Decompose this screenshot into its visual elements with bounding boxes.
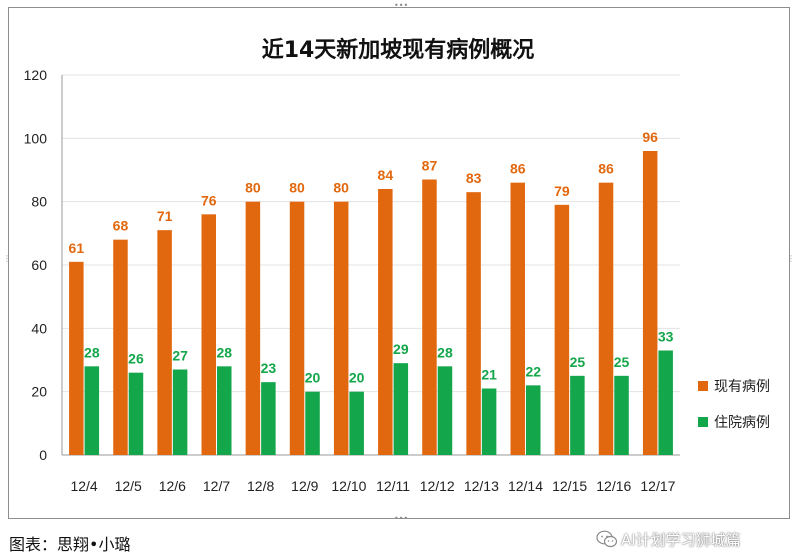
data-label: 79 <box>554 183 570 199</box>
data-label: 86 <box>510 161 526 177</box>
bar-current-cases <box>69 261 84 455</box>
x-tick-label: 12/13 <box>464 478 499 494</box>
y-tick-label: 80 <box>31 194 47 210</box>
x-tick-label: 12/4 <box>70 478 97 494</box>
bar-hospitalized <box>526 385 541 455</box>
bar-current-cases <box>333 201 349 455</box>
footer-credit: 图表：思翔•小璐 <box>9 535 131 554</box>
data-label: 28 <box>437 344 453 360</box>
resize-handle-top[interactable]: ••• <box>394 1 409 10</box>
bar-hospitalized <box>349 391 364 455</box>
chart-title: 近14天新加坡现有病例概况 <box>262 37 535 63</box>
data-label: 21 <box>481 367 497 383</box>
y-tick-label: 120 <box>24 67 48 83</box>
bar-hospitalized <box>481 388 497 455</box>
legend-swatch <box>698 417 708 427</box>
data-label: 26 <box>128 351 144 367</box>
data-labels: 61 28 68 26 71 27 76 28 80 23 80 20 80 20 84 29 87 28 83 21… <box>69 129 674 386</box>
bar-current-cases <box>378 189 393 455</box>
data-label: 28 <box>84 344 100 360</box>
bars <box>69 151 673 455</box>
y-tick-label: 40 <box>31 320 47 336</box>
bar-hospitalized <box>84 366 100 455</box>
y-tick-label: 20 <box>31 384 47 400</box>
y-tick-label: 0 <box>39 447 47 463</box>
bar-hospitalized <box>172 369 188 455</box>
bar-current-cases <box>201 214 216 455</box>
x-tick-label: 12/5 <box>115 478 142 494</box>
x-tick-label: 12/10 <box>331 478 366 494</box>
data-label: 80 <box>289 180 305 196</box>
data-label: 61 <box>69 240 85 256</box>
legend-label: 现有病例 <box>714 379 770 395</box>
footer-brand-mark: AI计划学习狮城篇 <box>596 529 741 549</box>
bar-hospitalized <box>128 372 144 455</box>
x-axis-ticks: 12/4 12/5 12/6 12/7 12/8 12/9 12/10 12/11 12/12 1… <box>70 478 675 494</box>
data-label: 84 <box>378 167 394 183</box>
y-tick-label: 60 <box>31 257 47 273</box>
data-label: 71 <box>157 208 173 224</box>
bar-current-cases <box>510 182 525 455</box>
data-label: 23 <box>261 360 277 376</box>
data-label: 29 <box>393 341 409 357</box>
x-tick-label: 12/16 <box>596 478 631 494</box>
data-label: 83 <box>466 170 482 186</box>
data-label: 86 <box>598 161 614 177</box>
bar-current-cases <box>554 204 570 455</box>
data-label: 20 <box>305 370 321 386</box>
resize-handle-left[interactable]: ⋮ <box>3 254 11 263</box>
data-label: 25 <box>614 354 630 370</box>
legend-label: 住院病例 <box>714 415 770 431</box>
legend-swatch <box>698 381 708 391</box>
x-tick-label: 12/15 <box>552 478 587 494</box>
bar-hospitalized <box>261 382 276 455</box>
data-label: 76 <box>201 192 217 208</box>
data-label: 20 <box>349 370 365 386</box>
bar-hospitalized <box>614 375 629 455</box>
bar-current-cases <box>289 201 305 455</box>
y-tick-label: 100 <box>24 130 48 146</box>
x-tick-label: 12/9 <box>291 478 318 494</box>
x-tick-label: 12/8 <box>247 478 274 494</box>
data-label: 68 <box>113 218 129 234</box>
data-label: 28 <box>216 344 232 360</box>
data-label: 33 <box>658 329 674 345</box>
x-tick-label: 12/7 <box>203 478 230 494</box>
bar-current-cases <box>642 151 658 455</box>
bar-current-cases <box>245 201 261 455</box>
bar-current-cases <box>157 230 172 455</box>
x-tick-label: 12/12 <box>420 478 455 494</box>
x-tick-label: 12/11 <box>376 478 410 494</box>
bar-hospitalized <box>437 366 453 455</box>
data-label: 22 <box>525 363 541 379</box>
bar-current-cases <box>598 182 614 455</box>
data-label: 25 <box>570 354 586 370</box>
gridlines <box>61 74 680 456</box>
data-label: 87 <box>422 158 438 174</box>
bar-hospitalized <box>305 391 320 455</box>
x-tick-label: 12/17 <box>640 478 675 494</box>
bar-current-cases <box>113 239 128 455</box>
resize-handle-right[interactable]: ⋮ <box>787 254 795 263</box>
bar-hospitalized <box>217 366 232 455</box>
resize-handle-bottom[interactable]: ••• <box>394 514 409 523</box>
bar-hospitalized <box>393 363 409 455</box>
bar-current-cases <box>466 192 481 455</box>
bar-current-cases <box>422 179 437 455</box>
bar-hospitalized <box>658 350 673 455</box>
y-axis-ticks: 0 20 40 60 80 100 120 <box>24 67 48 463</box>
x-tick-label: 12/6 <box>159 478 186 494</box>
bar-hospitalized <box>570 375 585 455</box>
data-label: 80 <box>333 180 349 196</box>
x-tick-label: 12/14 <box>508 478 543 494</box>
data-label: 96 <box>642 129 658 145</box>
wechat-icon <box>596 530 618 548</box>
data-label: 80 <box>245 180 261 196</box>
data-label: 27 <box>172 348 188 364</box>
footer-brand: AI计划学习狮城篇 <box>621 530 741 549</box>
